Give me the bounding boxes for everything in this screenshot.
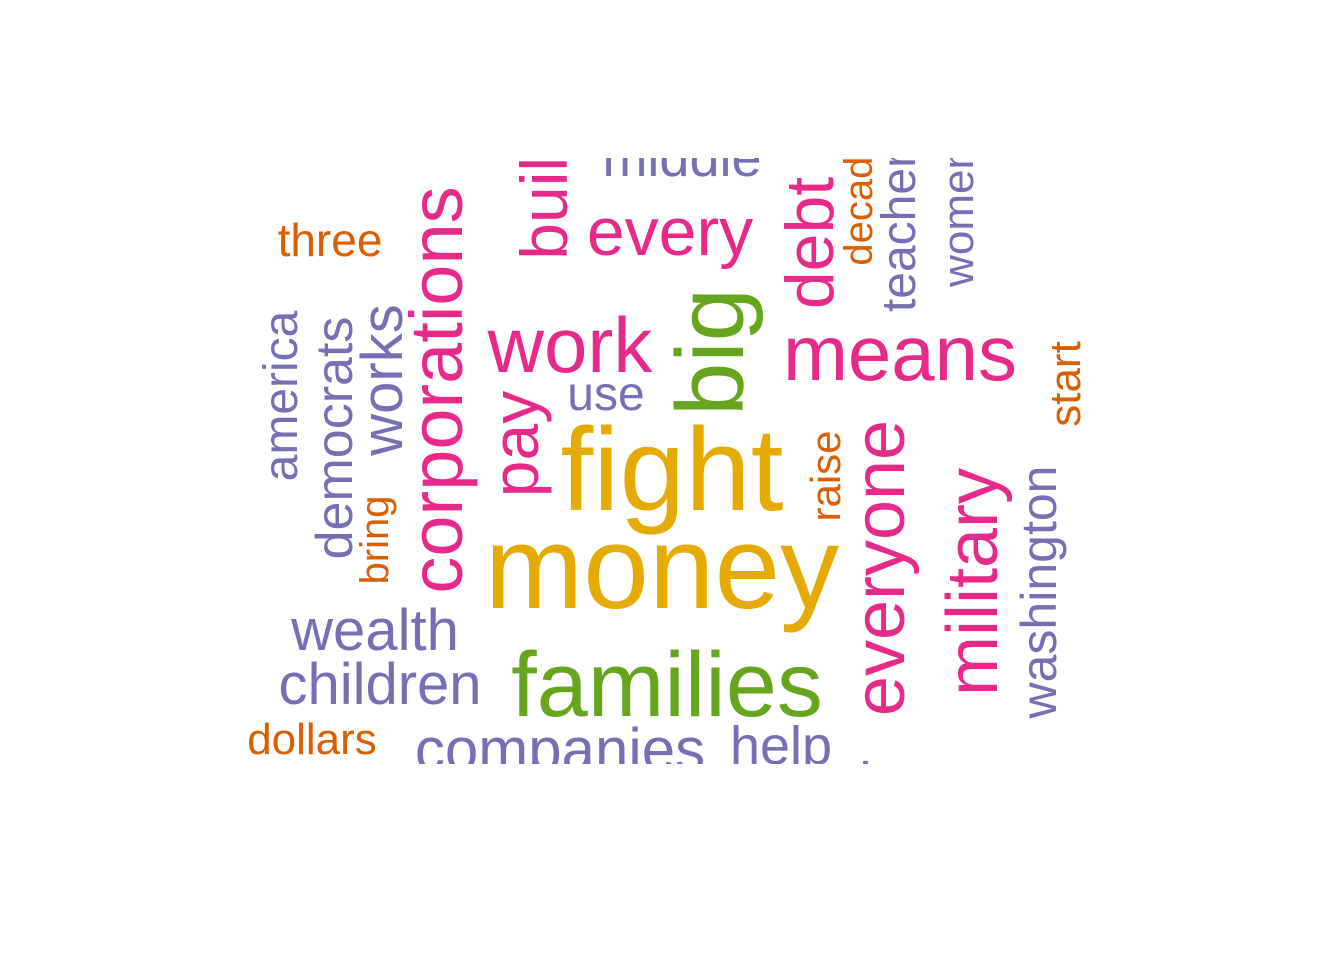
word-decades: decades (837, 158, 881, 266)
word-use: use (567, 368, 644, 421)
word-cloud: fight money families work means every co… (230, 158, 1110, 764)
word-military: military (933, 468, 1013, 696)
word-middle: middle (602, 158, 761, 188)
word-raise: raise (802, 430, 849, 521)
word-three: three (278, 214, 383, 266)
word-women: women (934, 158, 983, 288)
word-corporations: corporations (395, 186, 478, 593)
word-start: start (1041, 341, 1090, 427)
word-big: big (657, 288, 764, 416)
word-teachers: teachers (873, 158, 926, 312)
word-bring: bring (353, 496, 397, 585)
word-works: works (350, 304, 415, 456)
word-america: america (255, 310, 308, 481)
word-work: work (487, 301, 654, 389)
word-means: means (783, 309, 1017, 397)
word-dollars: dollars (247, 715, 377, 764)
word-everyone: everyone (840, 420, 920, 716)
word-companies: companies (415, 716, 705, 764)
word-help: help (730, 716, 832, 764)
word-wealth: wealth (290, 598, 459, 663)
word-keep: keep (859, 752, 976, 764)
word-families: families (511, 634, 823, 736)
word-fight: fight (560, 404, 783, 536)
word-build: build (507, 158, 581, 260)
word-pay: pay (478, 391, 552, 497)
word-debt: debt (772, 177, 848, 309)
word-children: children (278, 652, 481, 717)
word-washington: washington (1011, 466, 1067, 720)
word-cloud-canvas: fight money families work means every co… (247, 158, 1090, 764)
word-democrats: democrats (306, 317, 364, 560)
word-every: every (587, 194, 753, 270)
word-money: money (485, 502, 839, 634)
